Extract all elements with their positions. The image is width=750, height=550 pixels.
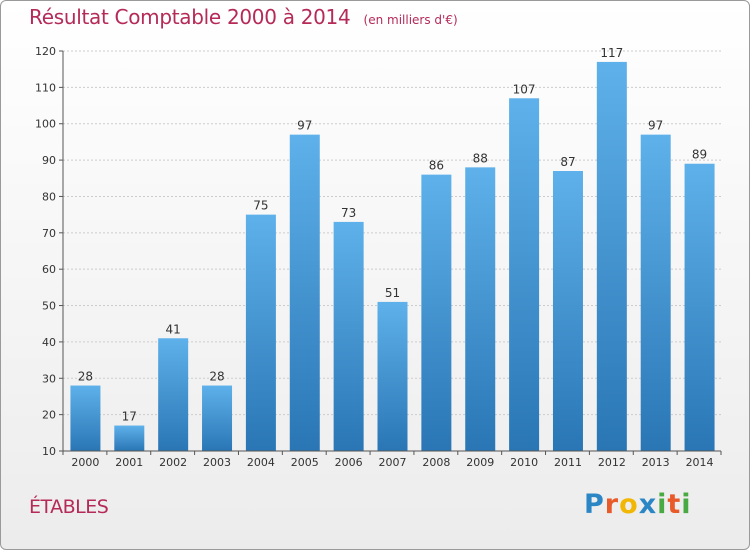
value-label-2006: 73: [341, 206, 356, 220]
x-tick-label-2011: 2011: [554, 456, 582, 469]
bar-2002: [158, 338, 189, 451]
x-tick-label-2002: 2002: [159, 456, 187, 469]
x-tick-label-2009: 2009: [466, 456, 494, 469]
bar-2000: [70, 385, 101, 451]
value-label-2004: 75: [253, 199, 268, 213]
proxiti-logo: Proxiti: [584, 489, 692, 520]
value-label-2008: 86: [429, 159, 444, 173]
logo-letter: i: [681, 489, 692, 520]
value-label-2012: 117: [600, 46, 623, 60]
x-tick-label-2010: 2010: [510, 456, 538, 469]
commune-name: ÉTABLES: [29, 496, 109, 518]
value-label-2001: 17: [122, 410, 137, 424]
bar-2003: [202, 385, 233, 451]
bar-2008: [421, 174, 452, 452]
x-tick-label-2014: 2014: [686, 456, 714, 469]
x-tick-label-2005: 2005: [291, 456, 319, 469]
bar-2001: [114, 425, 145, 451]
bar-2009: [465, 167, 496, 451]
bar-2011: [552, 171, 583, 451]
bar-2012: [596, 61, 627, 452]
value-label-2009: 88: [473, 151, 488, 165]
y-tick-label: 20: [42, 409, 56, 422]
y-axis: 10 20 30 40 50 60 70 80 90 100 110 120: [35, 45, 64, 458]
value-label-2013: 97: [648, 119, 663, 133]
y-tick-label: 120: [35, 45, 56, 58]
logo-letter: P: [584, 489, 605, 520]
bars: 28 17 41 28 75 97 73 51 86 88 107 87 117 97 89: [70, 46, 715, 452]
y-tick-label: 40: [42, 336, 56, 349]
value-label-2014: 89: [692, 148, 707, 162]
y-tick-label: 100: [35, 118, 56, 131]
x-tick-label-2001: 2001: [115, 456, 143, 469]
y-tick-label: 80: [42, 190, 56, 203]
logo-letter: i: [657, 489, 668, 520]
logo-letter: o: [619, 489, 639, 520]
bar-2013: [640, 134, 671, 452]
chart-title: Résultat Comptable 2000 à 2014: [29, 5, 351, 29]
chart-subtitle: (en milliers d'€): [363, 13, 458, 27]
bar-2006: [333, 221, 364, 451]
bar-2010: [509, 98, 540, 451]
logo-letter: x: [638, 489, 658, 520]
y-tick-label: 70: [42, 227, 56, 240]
value-label-2010: 107: [513, 82, 536, 96]
bar-2007: [377, 301, 408, 451]
logo-letter: r: [604, 489, 620, 520]
bar-2004: [245, 214, 276, 451]
x-tick-label-2008: 2008: [422, 456, 450, 469]
x-tick-label-2012: 2012: [598, 456, 626, 469]
x-tick-label-2006: 2006: [335, 456, 363, 469]
y-tick-label: 50: [42, 300, 56, 313]
value-label-2011: 87: [560, 155, 575, 169]
title-row: Résultat Comptable 2000 à 2014 (en milli…: [29, 5, 458, 29]
value-label-2007: 51: [385, 286, 400, 300]
value-label-2000: 28: [78, 370, 93, 384]
y-tick-label: 60: [42, 263, 56, 276]
y-tick-label: 30: [42, 372, 56, 385]
bar-2014: [684, 163, 715, 451]
x-tick-label-2000: 2000: [71, 456, 99, 469]
x-tick-label-2003: 2003: [203, 456, 231, 469]
bar-2005: [289, 134, 320, 452]
x-axis: 2000 2001 2002 2003 2004 2005 2006 2007 2008 2009…: [62, 450, 722, 469]
value-label-2005: 97: [297, 119, 312, 133]
value-label-2002: 41: [166, 322, 181, 336]
x-tick-label-2004: 2004: [247, 456, 275, 469]
y-tick-label: 110: [35, 81, 56, 94]
logo-letter: t: [667, 489, 682, 520]
x-tick-label-2013: 2013: [642, 456, 670, 469]
x-tick-label-2007: 2007: [379, 456, 407, 469]
y-tick-label: 90: [42, 154, 56, 167]
y-tick-label: 10: [42, 445, 56, 458]
value-label-2003: 28: [209, 370, 224, 384]
